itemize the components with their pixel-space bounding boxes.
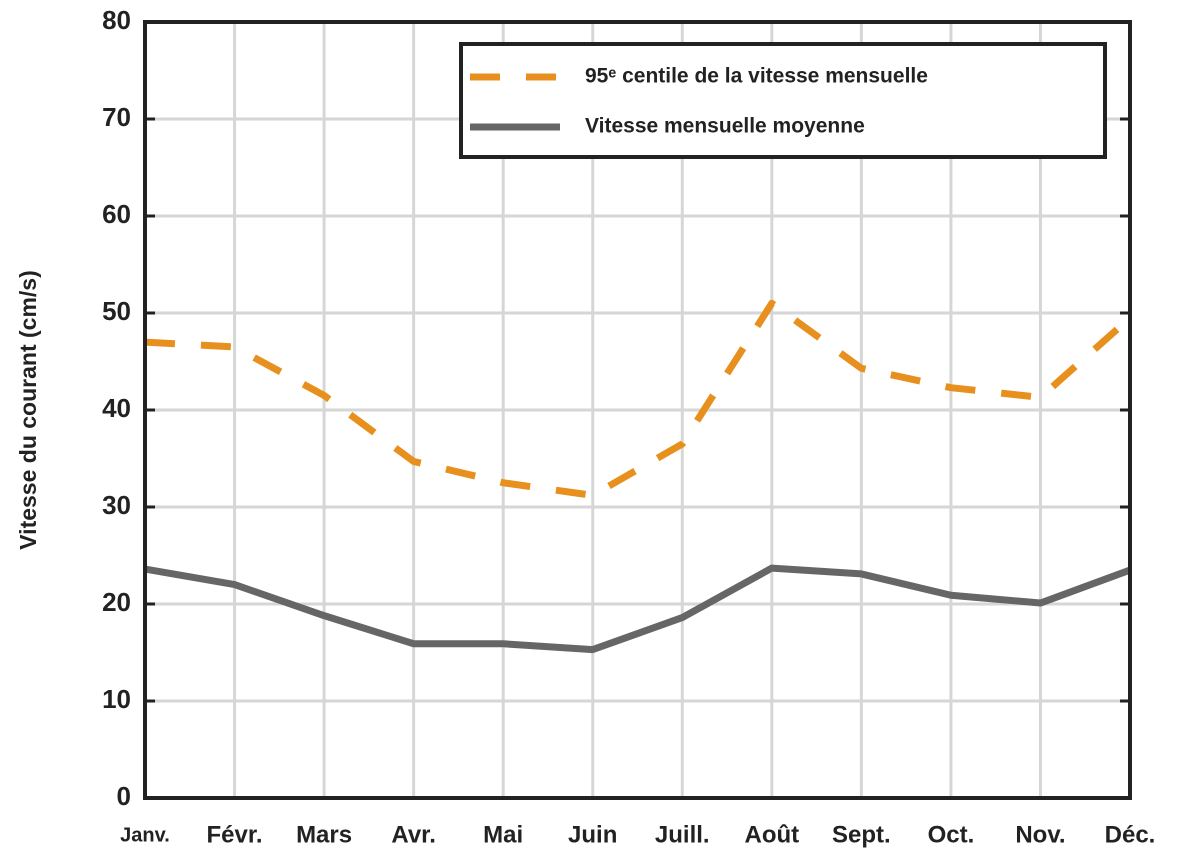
legend-label: 95ᵉ centile de la vitesse mensuelle [585, 65, 928, 88]
y-tick-label: 30 [102, 490, 131, 520]
legend-label: Vitesse mensuelle moyenne [585, 115, 865, 138]
y-tick-label: 0 [117, 781, 131, 811]
data-line [144, 299, 1133, 499]
y-tick-label: 10 [102, 684, 131, 714]
y-tick-label: 20 [102, 587, 131, 617]
x-tick-label: Nov. [1015, 821, 1065, 848]
x-tick-label: Avr. [391, 821, 435, 848]
x-tick-label: Févr. [207, 821, 263, 848]
legend-box [459, 42, 1107, 159]
x-tick-label: Sept. [832, 821, 891, 848]
x-tick-label: Mars [296, 821, 352, 848]
x-tick-label: Déc. [1105, 821, 1156, 848]
x-tick-label: Mai [483, 821, 523, 848]
y-tick-label: 40 [102, 393, 131, 423]
y-axis-label: Vitesse du courant (cm/s) [15, 270, 41, 550]
data-line [144, 564, 1132, 654]
plot-frame [143, 20, 1132, 800]
x-tick-label: Juill. [655, 821, 710, 848]
y-tick-label: 50 [102, 296, 131, 326]
y-tick-label: 60 [102, 199, 131, 229]
y-tick-label: 70 [102, 102, 131, 132]
x-tick-label: Oct. [928, 821, 975, 848]
x-tick-label: Août [744, 821, 799, 848]
x-tick-label: Juin [568, 821, 617, 848]
y-tick-label: 80 [102, 5, 131, 35]
x-tick-label: Janv. [120, 824, 170, 846]
